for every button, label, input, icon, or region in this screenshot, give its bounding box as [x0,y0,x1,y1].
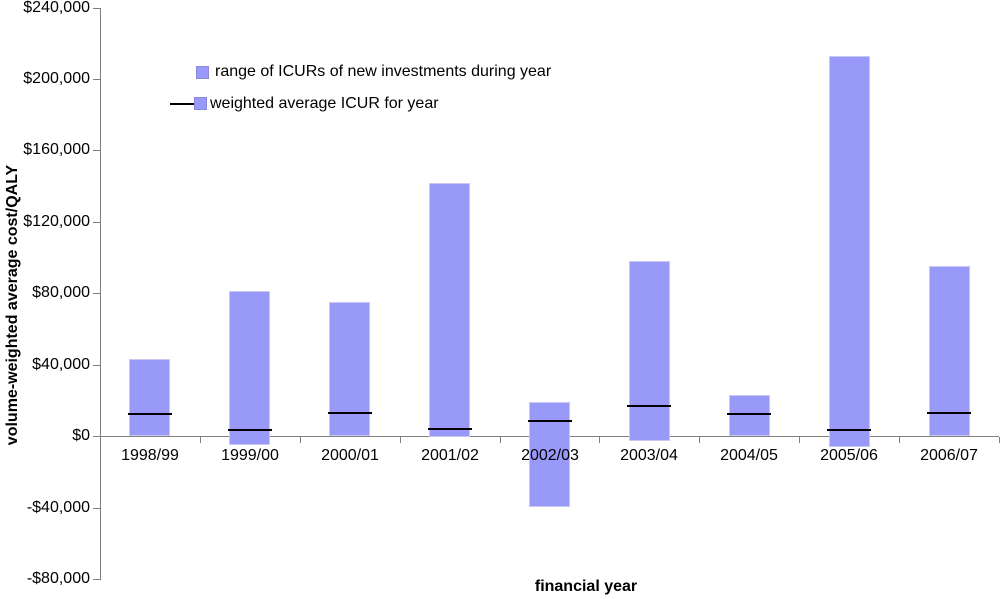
y-tick-mark [93,8,100,9]
x-tick-mark [500,437,501,443]
y-tick-mark [93,150,100,151]
x-tick-mark [699,437,700,443]
x-category-label: 1998/99 [121,447,179,464]
x-category-label: 2002/03 [521,447,579,464]
average-line-marker [927,412,971,414]
range-bar [629,261,670,441]
x-tick-mark [300,437,301,443]
range-bar [229,291,270,445]
x-tick-mark [100,437,101,443]
y-tick-mark [93,365,100,366]
range-bar [729,395,770,436]
x-tick-mark [899,437,900,443]
range-bar [929,266,970,436]
range-series-swatch-icon [196,65,209,79]
x-category-label: 2004/05 [720,447,778,464]
range-bar [129,359,170,436]
y-tick-label: -$80,000 [26,570,90,587]
legend-item-range: range of ICURs of new investments during… [196,63,552,80]
x-tick-mark [200,437,201,443]
y-tick-label: $40,000 [32,356,90,373]
average-line-marker [727,413,771,415]
x-category-label: 2003/04 [620,447,678,464]
y-tick-label: $240,000 [23,0,90,16]
average-line-marker [228,429,272,431]
legend-item-average: weighted average ICUR for year [170,95,439,112]
range-bar [529,402,570,507]
average-line-marker [627,405,671,407]
y-tick-mark [93,579,100,580]
y-tick-mark [93,436,100,437]
legend-label-range: range of ICURs of new investments during… [215,63,552,80]
x-category-label: 2000/01 [321,447,379,464]
y-tick-mark [93,79,100,80]
average-line-marker [428,428,472,430]
average-line-marker [528,420,572,422]
y-tick-mark [93,222,100,223]
range-bar [429,183,470,437]
y-tick-label: $160,000 [23,141,90,158]
x-category-label: 1999/00 [221,447,279,464]
y-tick-label: $0 [72,427,90,444]
average-series-swatch-icon [194,97,207,110]
y-tick-label: $200,000 [23,70,90,87]
y-axis-line [100,8,101,580]
y-tick-mark [93,508,100,509]
average-line-icon [170,102,194,105]
legend-label-average: weighted average ICUR for year [210,94,439,112]
range-bar [329,302,370,436]
y-tick-mark [93,293,100,294]
x-category-label: 2006/07 [920,447,978,464]
y-tick-label: -$40,000 [26,499,90,516]
x-category-label: 2005/06 [820,447,878,464]
x-tick-mark [799,437,800,443]
average-line-marker [328,412,372,414]
average-line-marker [128,413,172,415]
average-line-marker [827,429,871,431]
y-tick-label: $120,000 [23,213,90,230]
range-bar [829,56,870,447]
x-tick-mark [599,437,600,443]
x-axis-title: financial year [534,578,638,595]
y-tick-label: $80,000 [32,284,90,301]
x-tick-mark [400,437,401,443]
y-axis-title: volume-weighted average cost/QALY [4,164,21,446]
x-category-label: 2001/02 [421,447,479,464]
